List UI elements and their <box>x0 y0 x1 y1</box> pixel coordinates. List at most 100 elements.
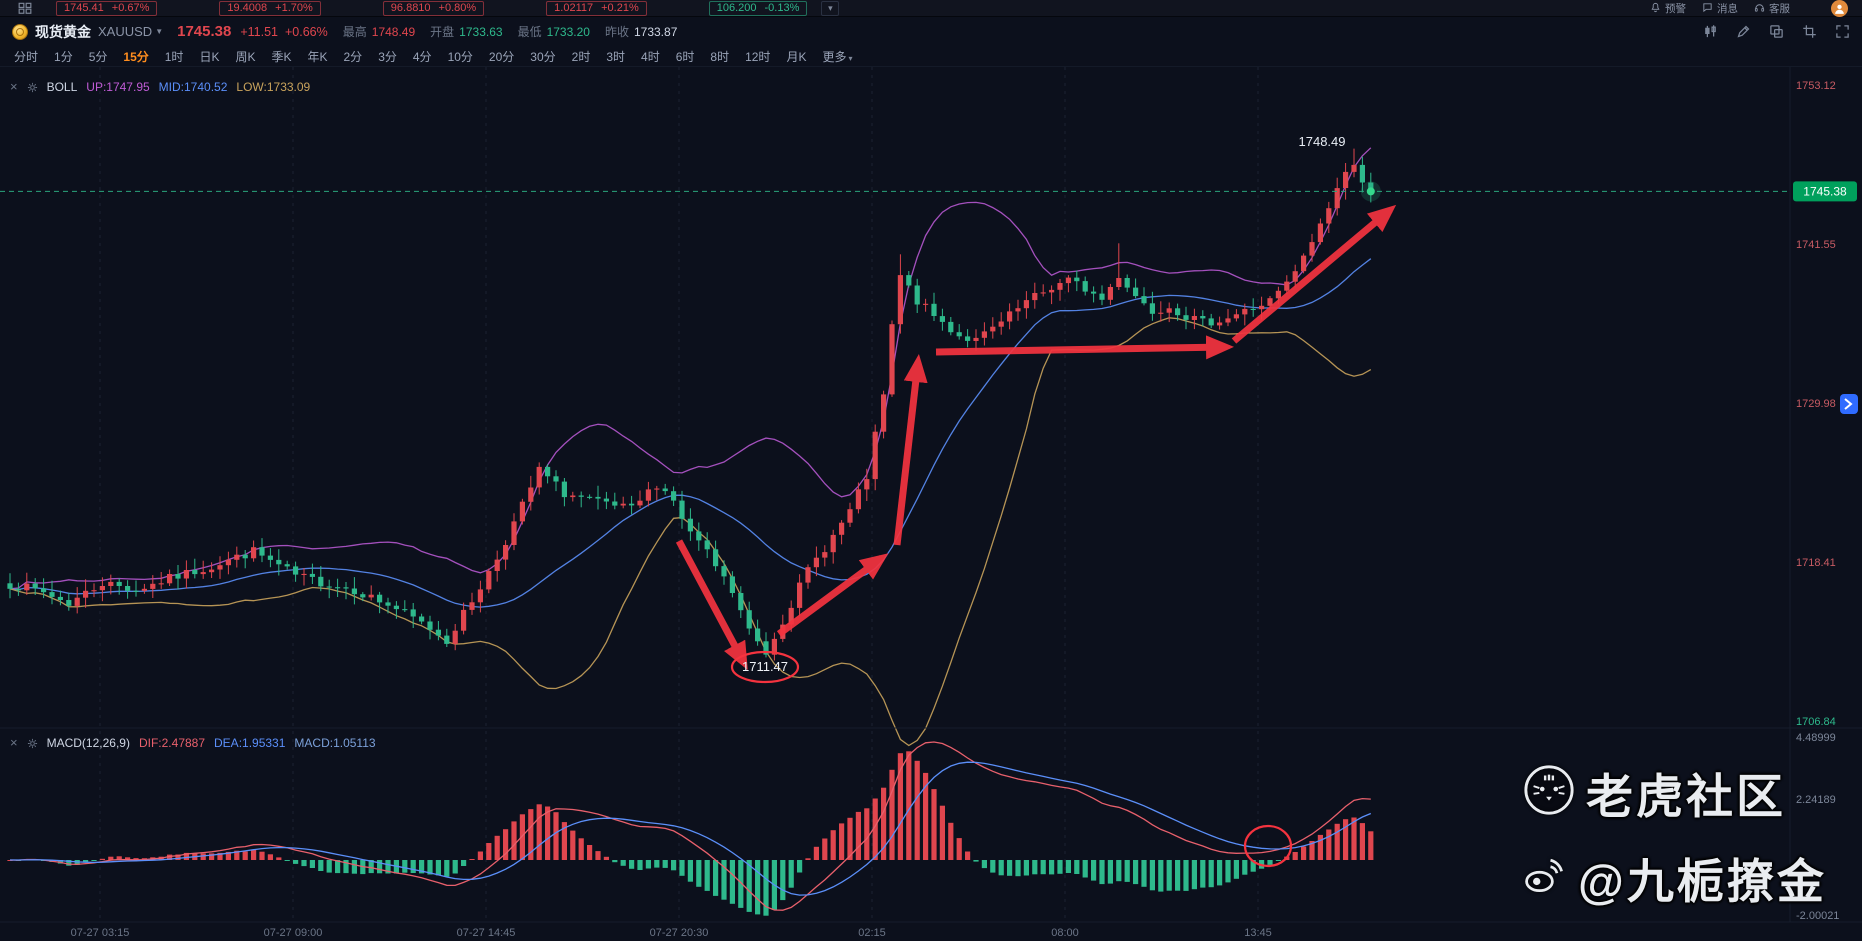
svg-text:1718.41: 1718.41 <box>1796 557 1836 569</box>
svg-text:1706.84: 1706.84 <box>1796 716 1836 728</box>
ticker-dropdown-button[interactable]: ▾ <box>821 0 840 16</box>
timeframe-15分[interactable]: 15分 <box>123 49 149 64</box>
candles-layer[interactable] <box>7 148 1374 661</box>
timeframe-月K[interactable]: 月K <box>786 49 807 64</box>
symbol-dropdown-caret[interactable]: ▼ <box>155 27 164 36</box>
top-right-actions: 预警 消息 客服 <box>1650 1 1790 16</box>
alerts-button[interactable]: 预警 <box>1650 1 1686 16</box>
bollinger-bands <box>9 147 1372 747</box>
compare-icon[interactable] <box>1769 24 1784 39</box>
macd-name: MACD(12,26,9) <box>46 736 130 750</box>
ticker-quote[interactable]: 106.200 -0.13% <box>708 0 808 16</box>
peak-price-label: 1748.49 <box>1299 134 1346 149</box>
jump-to-latest-button[interactable] <box>1840 394 1858 414</box>
high-label: 最高 <box>342 25 367 39</box>
svg-text:02:15: 02:15 <box>858 927 886 939</box>
trend-arrow <box>1231 204 1397 344</box>
svg-text:2.24189: 2.24189 <box>1796 794 1836 806</box>
svg-text:07-27 09:00: 07-27 09:00 <box>264 927 323 939</box>
watermark-line-1: 老虎社区 <box>1522 758 1827 827</box>
svg-text:08:00: 08:00 <box>1051 927 1079 939</box>
timeframe-分时[interactable]: 分时 <box>14 49 39 64</box>
drawing-tools-icon[interactable] <box>1736 24 1751 39</box>
timeframe-4分[interactable]: 4分 <box>412 49 432 64</box>
timeframe-年K[interactable]: 年K <box>307 49 328 64</box>
timeframe-季K[interactable]: 季K <box>271 49 292 64</box>
watermark: 老虎社区 @九栀撩金 <box>1522 758 1827 928</box>
last-price-dot <box>1366 187 1375 196</box>
timeframe-more-button[interactable]: 更多 ▾ <box>822 49 853 64</box>
open-label: 开盘 <box>430 25 455 39</box>
boll-settings-icon[interactable] <box>27 82 38 93</box>
timeframe-30分[interactable]: 30分 <box>530 49 556 64</box>
svg-text:13:45: 13:45 <box>1244 927 1272 939</box>
main-chart[interactable]: 1745.38 1753.12 1741.55 1729.98 1718.41 1706.… <box>0 67 1862 941</box>
macd-settings-icon[interactable] <box>27 738 38 749</box>
svg-text:1741.55: 1741.55 <box>1796 239 1836 251</box>
ticker-quote[interactable]: 19.4008 +1.70% <box>219 0 321 16</box>
timeframe-3分[interactable]: 3分 <box>378 49 397 64</box>
ticker-bar: 1745.41 +0.67% 19.4008 +1.70% 96.8810 +0.80% 1… <box>0 0 1862 17</box>
timeframe-日K[interactable]: 日K <box>199 49 220 64</box>
price-change-pct: +0.66% <box>285 24 328 39</box>
high-value: 1748.49 <box>371 24 416 39</box>
last-price: 1745.38 <box>177 23 232 40</box>
timeframe-6时[interactable]: 6时 <box>675 49 695 64</box>
open-value: 1733.63 <box>459 24 503 39</box>
watermark-text-2: @九栀撩金 <box>1578 855 1827 908</box>
price-axis-labels: 1753.12 1741.55 1729.98 1718.41 1706.84 <box>1796 80 1836 728</box>
timeframe-2分[interactable]: 2分 <box>343 49 363 64</box>
customer-service-label: 客服 <box>1769 3 1790 15</box>
time-axis-labels: 07-27 03:15 07-27 09:00 07-27 14:45 07-27 2… <box>71 927 1272 939</box>
timeframe-1分[interactable]: 1分 <box>54 49 73 64</box>
price-change: +11.51 <box>240 24 278 39</box>
timeframe-1时[interactable]: 1时 <box>164 49 184 64</box>
timeframe-4时[interactable]: 4时 <box>641 49 660 64</box>
headset-icon <box>1754 2 1765 16</box>
macd-histogram <box>7 751 1374 916</box>
ticker-quote[interactable]: 96.8810 +0.80% <box>382 0 485 16</box>
prev-close-value: 1733.87 <box>633 24 678 39</box>
timeframe-3时[interactable]: 3时 <box>606 49 626 64</box>
macd-hist-value: MACD:1.05113 <box>294 736 376 750</box>
macd-lines <box>9 741 1372 911</box>
ticker-quote[interactable]: 1745.41 +0.67% <box>56 0 158 16</box>
chart-toolbar <box>1703 24 1850 39</box>
boll-close-icon[interactable]: × <box>10 79 18 94</box>
watchlist-menu-icon[interactable] <box>10 2 40 14</box>
messages-button[interactable]: 消息 <box>1702 1 1738 16</box>
current-price-badge: 1745.38 <box>1793 181 1857 202</box>
macd-indicator-row: × MACD(12,26,9) DIF:2.47887 DEA:1.95331 … <box>10 736 376 750</box>
boll-mid-value: MID:1740.52 <box>158 80 228 94</box>
timeframe-2时[interactable]: 2时 <box>571 49 591 64</box>
screenshot-icon[interactable] <box>1802 24 1817 39</box>
trend-arrow <box>776 553 889 637</box>
chart-style-icon[interactable] <box>1703 24 1718 39</box>
timeframe-8时[interactable]: 8时 <box>710 49 730 64</box>
svg-text:1753.12: 1753.12 <box>1796 80 1836 92</box>
timeframe-10分[interactable]: 10分 <box>447 49 473 64</box>
macd-close-icon[interactable]: × <box>10 735 18 750</box>
session-stats: 最高 1748.49 开盘 1733.63 最低 1733.20 昨收 1733.87 <box>343 23 678 40</box>
timeframe-5分[interactable]: 5分 <box>88 49 108 64</box>
alerts-label: 预警 <box>1665 3 1686 15</box>
prev-close-label: 昨收 <box>604 25 629 39</box>
timeframe-12时[interactable]: 12时 <box>745 49 771 64</box>
customer-service-button[interactable]: 客服 <box>1754 1 1790 16</box>
timeframe-20分[interactable]: 20分 <box>488 49 515 64</box>
timeframe-周K[interactable]: 周K <box>235 49 256 64</box>
messages-label: 消息 <box>1717 3 1738 15</box>
boll-name: BOLL <box>46 80 78 94</box>
symbol-code: XAUUSD <box>98 24 153 39</box>
trend-arrow <box>675 539 748 671</box>
ticker-quote[interactable]: 1.02117 +0.21% <box>546 0 647 16</box>
chevron-right-icon <box>1844 398 1853 410</box>
svg-text:07-27 03:15: 07-27 03:15 <box>71 927 130 939</box>
symbol-name: 现货黄金 <box>35 23 91 40</box>
trend-arrow <box>893 354 928 546</box>
fullscreen-icon[interactable] <box>1835 24 1850 39</box>
macd-cross-circle <box>1243 824 1293 868</box>
low-price-label: 1711.47 <box>742 659 788 674</box>
grid-lines <box>99 67 1259 922</box>
user-avatar[interactable] <box>1831 0 1848 17</box>
